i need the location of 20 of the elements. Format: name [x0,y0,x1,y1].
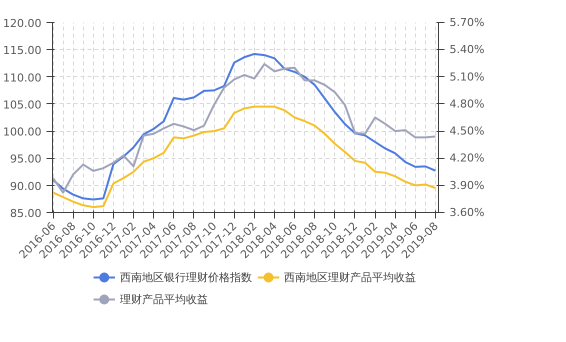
y2-tick-label: 4.50% [450,124,484,138]
y-tick-label: 120.00 [3,17,42,30]
y-tick-label: 105.00 [3,98,42,112]
y2-tick-label: 3.90% [450,178,484,192]
y2-tick-label: 4.20% [450,152,484,165]
y-tick-label: 95.00 [10,152,42,166]
legend-label: 理财产品平均收益 [120,293,208,306]
y-tick-label: 110.00 [3,71,42,84]
legend-label: 西南地区理财产品平均收益 [284,271,416,284]
y2-tick-label: 4.80% [450,97,484,110]
y-tick-label: 90.00 [10,180,42,193]
y2-tick-label: 5.10% [450,70,484,84]
y-tick-label: 100.00 [3,126,42,139]
y2-tick-label: 5.70% [450,16,484,29]
legend-label: 西南地区银行理财价格指数 [120,271,252,284]
y2-tick-label: 5.40% [450,43,484,56]
line-series [52,106,436,208]
y-tick-label: 115.00 [3,44,42,58]
y-tick-label: 85.00 [10,207,42,220]
y2-tick-label: 3.60% [450,206,484,219]
